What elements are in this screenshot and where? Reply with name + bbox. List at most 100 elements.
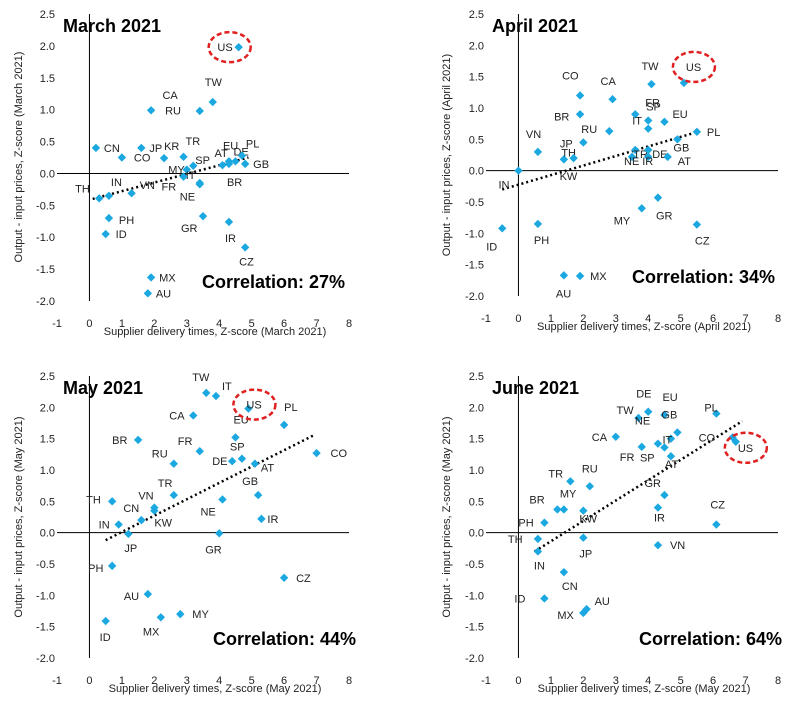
data-point-gb [673,428,682,437]
data-point-ir [224,217,234,227]
x-tick-label: 0 [86,318,92,330]
data-point-co [117,153,127,162]
point-label-jp: JP [560,138,573,150]
data-point-jp [559,155,569,164]
data-point-sp [644,116,653,125]
data-point-it [211,391,221,401]
point-label-my: MY [614,215,631,227]
data-point-kw [569,153,578,163]
point-label-my: MY [560,488,577,500]
data-point-ru [169,459,178,468]
y-tick-label: -0.5 [36,200,55,212]
x-tick-label: 3 [613,675,619,687]
point-label-id: ID [514,593,525,605]
data-point-cz [279,573,289,582]
data-point-in [104,191,114,200]
point-label-ne: NE [624,156,639,168]
data-point-pl [237,151,247,160]
y-tick-label: 0.5 [469,134,484,146]
point-label-ph: PH [88,563,103,575]
scatter-panel-4: -1 0 1 2 3 4 5 6 7 8 -2.0 -1.5 -1.0 -0.5 0.0 0.5 1.0 1.5 2… [441,371,782,695]
point-label-co: CO [699,432,716,444]
point-label-pl: PL [246,139,259,151]
point-label-tw: TW [205,77,223,89]
data-point-tw [202,388,211,398]
x-tick-label: 5 [678,313,684,325]
data-point-mx [146,273,156,282]
point-label-gr: GR [644,478,661,490]
point-label-in: IN [99,520,110,532]
data-point-id [498,224,507,233]
y-tick-label: -0.5 [465,197,484,209]
x-tick-label: 7 [742,313,748,325]
y-tick-label: -1.0 [465,590,484,602]
chart-title: May 2021 [63,378,143,398]
trend-line [105,434,314,542]
y-axis-label: Output - input prices, Z-score (May 2021… [441,416,453,617]
data-point-fr [195,447,204,456]
data-point-au [143,589,153,599]
point-label-ru: RU [165,105,181,117]
y-tick-label: 2.5 [469,371,484,383]
scatter-panel-3: -1 0 1 2 3 4 5 6 7 8 -2.0 -1.5 -1.0 -0.5 0.0 0.5 1.0 1.5 2… [13,371,356,695]
x-tick-label: 1 [548,675,554,687]
y-tick-label: -1.0 [465,228,484,240]
point-label-eu: EU [672,109,687,121]
x-tick-label: -1 [52,675,62,687]
point-label-ph: PH [534,235,549,247]
y-tick-label: 1.0 [469,465,484,477]
data-point-cn [137,515,146,525]
x-axis-label: Supplier delivery times, Z-score (March … [104,326,327,338]
chart-title: June 2021 [492,378,579,398]
data-point-at [250,459,260,468]
point-label-eu: EU [223,140,238,152]
point-label-sp: SP [230,442,245,454]
x-tick-label: 0 [86,675,92,687]
us-highlight-circle [723,431,769,465]
point-label-ca: CA [162,90,178,102]
trend-line [92,156,249,201]
y-tick-label: 1.0 [40,105,55,117]
data-point-th [579,138,588,147]
y-tick-label: 2.0 [40,41,55,53]
point-label-vn: VN [140,180,155,192]
point-label-ne: NE [635,416,650,428]
data-point-us [234,42,243,52]
data-point-kr [159,153,169,163]
y-tick-label: 2.5 [40,9,55,21]
data-point-th [107,497,117,506]
x-tick-label: 8 [346,675,352,687]
point-label-cn: CN [123,503,139,515]
x-tick-label: 6 [710,313,716,325]
x-tick-label: 8 [775,313,781,325]
data-point-ru [585,482,595,491]
data-point-fr [637,442,646,452]
data-point-ph [540,518,549,527]
y-tick-label: 1.0 [469,103,484,115]
data-point-ir [644,152,653,162]
y-tick-label: 1.5 [40,434,55,446]
y-tick-label: 2.0 [469,40,484,52]
y-tick-label: 2.0 [40,402,55,414]
data-point-mx [579,608,588,618]
point-label-ir: IR [654,513,665,525]
point-label-it: IT [186,170,196,182]
data-point-it [660,443,669,452]
x-tick-label: 1 [119,318,125,330]
data-point-my [176,609,185,619]
y-tick-label: -2.0 [36,653,55,665]
y-tick-label: 0.0 [469,528,484,540]
data-point-vn [127,189,136,198]
point-label-ru: RU [152,449,168,461]
data-point-ca [611,432,620,441]
point-label-kw: KW [154,518,172,530]
data-point-gr [198,211,208,221]
point-label-fr: FR [620,452,635,464]
data-point-sp [653,439,663,448]
data-point-in [533,547,543,556]
data-point-ru [605,126,614,136]
data-point-tw [647,79,656,89]
data-point-tw [634,413,643,423]
trend-line [534,420,743,553]
x-tick-label: 3 [184,318,190,330]
